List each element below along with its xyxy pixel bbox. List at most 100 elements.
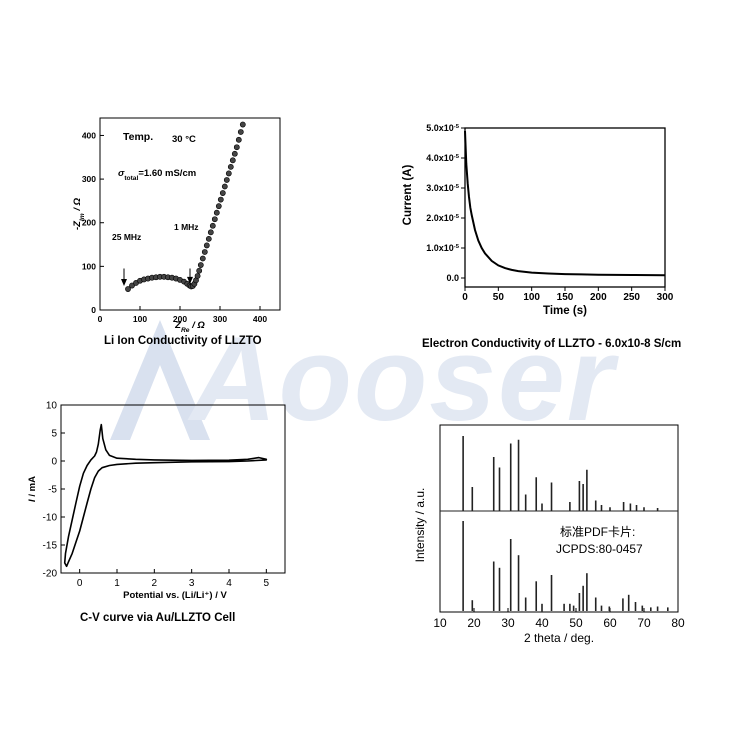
impedance-data-point: [209, 222, 216, 229]
current-y-tick-label: 3.0x10-5: [426, 183, 459, 193]
impedance-y-tick-label: 300: [82, 174, 96, 184]
cv-y-axis-label: I / mA: [27, 476, 38, 502]
impedance-data-point: [223, 177, 230, 183]
cv-caption: C-V curve via Au/LLZTO Cell: [80, 612, 236, 624]
impedance-arrow-head: [121, 279, 127, 286]
cv-y-tick-label: -15: [43, 541, 58, 552]
xrd-x-axis-label: 2 theta / deg.: [524, 631, 594, 645]
xrd-x-tick-label: 10: [433, 616, 447, 630]
cv-x-tick-label: 5: [264, 578, 270, 589]
impedance-x-tick-label: 100: [133, 314, 147, 324]
current-y-tick-label: 5.0x10-5: [426, 123, 459, 133]
impedance-caption: Li Ion Conductivity of LLZTO: [104, 335, 262, 347]
cv-y-tick-label: -10: [43, 513, 58, 524]
impedance-data-point: [221, 183, 228, 190]
current-x-tick-label: 250: [623, 292, 640, 303]
impedance-axes-frame: [99, 117, 281, 311]
impedance-data-point: [239, 121, 246, 128]
impedance-data-point: [201, 249, 208, 255]
impedance-data-point: [235, 136, 242, 143]
impedance-data-point: [231, 150, 238, 157]
current-chart: 0 50 100 150 200 250 300 0.0 1.0x10-5 2.0x10-5 3.0…: [402, 123, 674, 317]
xrd-x-tick-label: 80: [671, 616, 685, 630]
current-y-tick-label: 2.0x10-5: [426, 213, 459, 223]
cv-x-tick-label: 0: [77, 578, 83, 589]
impedance-left-frequency-label: 25 MHz: [112, 232, 141, 242]
impedance-data-point: [219, 190, 226, 196]
impedance-y-tick-label: 400: [82, 130, 96, 140]
current-caption: Electron Conductivity of LLZTO - 6.0x10-…: [422, 338, 682, 350]
impedance-temp-label: Temp.: [123, 131, 153, 143]
impedance-data-point: [225, 170, 232, 177]
xrd-x-tick-label: 60: [603, 616, 617, 630]
current-y-tick-label: 4.0x10-5: [426, 153, 459, 163]
xrd-axes-frame: [439, 424, 679, 613]
impedance-data-point: [207, 229, 214, 236]
cv-y-tick-label: 0: [51, 457, 57, 468]
impedance-data-point: [199, 255, 206, 262]
impedance-data-point: [205, 235, 212, 242]
current-decay-line: [464, 130, 666, 277]
xrd-x-tick-label: 20: [467, 616, 481, 630]
current-x-tick-label: 150: [557, 292, 574, 303]
xrd-x-tick-label: 50: [569, 616, 583, 630]
xrd-reference-card-id: JCPDS:80-0457: [556, 542, 643, 556]
cv-chart: 0 1 2 3 4 5 -20 -15 -10 -5 0 5 10 Potential vs. (Li/L…: [27, 401, 286, 601]
impedance-y-tick-label: 100: [82, 261, 96, 271]
current-y-tick-label: 0.0: [446, 273, 459, 283]
cv-curve-line: [63, 423, 268, 568]
impedance-data-point: [229, 157, 236, 164]
impedance-data-point: [197, 262, 204, 268]
impedance-temp-value: 30 °C: [172, 134, 196, 145]
current-x-tick-label: 300: [657, 292, 674, 303]
impedance-x-tick-label: 200: [173, 314, 187, 324]
impedance-x-axis-label: ZRe / Ω: [174, 320, 205, 334]
impedance-data-point: [213, 209, 220, 216]
cv-x-tick-label: 3: [189, 578, 195, 589]
impedance-y-tick-label: 200: [82, 218, 96, 228]
impedance-plot: 0 100 200 300 400 0 100 200 300 400 ZRe / Ω -ZIm / …: [72, 117, 281, 334]
impedance-data-point: [237, 129, 244, 135]
impedance-data-point: [233, 144, 240, 151]
xrd-chart: 10 20 30 40 50 60 70 80 2 theta / deg. Intensity …: [413, 424, 685, 645]
cv-x-tick-label: 2: [152, 578, 158, 589]
impedance-data-point: [194, 273, 201, 279]
xrd-reference-card-label: 标准PDF卡片:: [560, 525, 635, 539]
impedance-data-point: [125, 286, 131, 292]
current-x-tick-label: 200: [590, 292, 607, 303]
current-y-tick-label: 1.0x10-5: [426, 243, 459, 253]
impedance-data-point: [215, 203, 222, 210]
impedance-data-point: [196, 267, 203, 274]
impedance-arrow-head: [187, 276, 193, 284]
current-x-tick-label: 100: [523, 292, 540, 303]
xrd-x-tick-label: 40: [535, 616, 549, 630]
cv-y-tick-label: -20: [43, 569, 58, 580]
impedance-data-point: [203, 242, 210, 249]
xrd-annotation-background: [553, 522, 663, 558]
impedance-data-point: [211, 216, 218, 223]
impedance-y-axis-label: -ZIm / Ω: [72, 197, 86, 230]
impedance-data-point: [227, 163, 234, 170]
cv-x-tick-label: 4: [226, 578, 232, 589]
cv-y-tick-label: 10: [46, 401, 58, 412]
current-x-tick-label: 0: [462, 292, 468, 303]
cv-axes-frame: [60, 404, 286, 574]
xrd-x-tick-label: 70: [637, 616, 651, 630]
impedance-x-tick-label: 400: [253, 314, 267, 324]
impedance-data-point: [217, 196, 224, 203]
cv-y-tick-label: -5: [48, 485, 57, 496]
impedance-right-frequency-label: 1 MHz: [174, 222, 199, 232]
impedance-data-point: [129, 282, 135, 289]
cv-y-tick-label: 5: [51, 429, 57, 440]
current-x-tick-label: 50: [493, 292, 505, 303]
xrd-x-tick-label: 30: [501, 616, 515, 630]
impedance-x-tick-label: 300: [213, 314, 227, 324]
cv-x-axis-label: Potential vs. (Li/Li⁺) / V: [123, 590, 227, 601]
impedance-conductivity-label: σtotal=1.60 mS/cm: [118, 168, 196, 182]
cv-x-tick-label: 1: [114, 578, 120, 589]
impedance-y-tick-label: 0: [91, 305, 96, 315]
current-x-axis-label: Time (s): [543, 305, 587, 317]
current-y-axis-label: Current (A): [402, 164, 414, 225]
